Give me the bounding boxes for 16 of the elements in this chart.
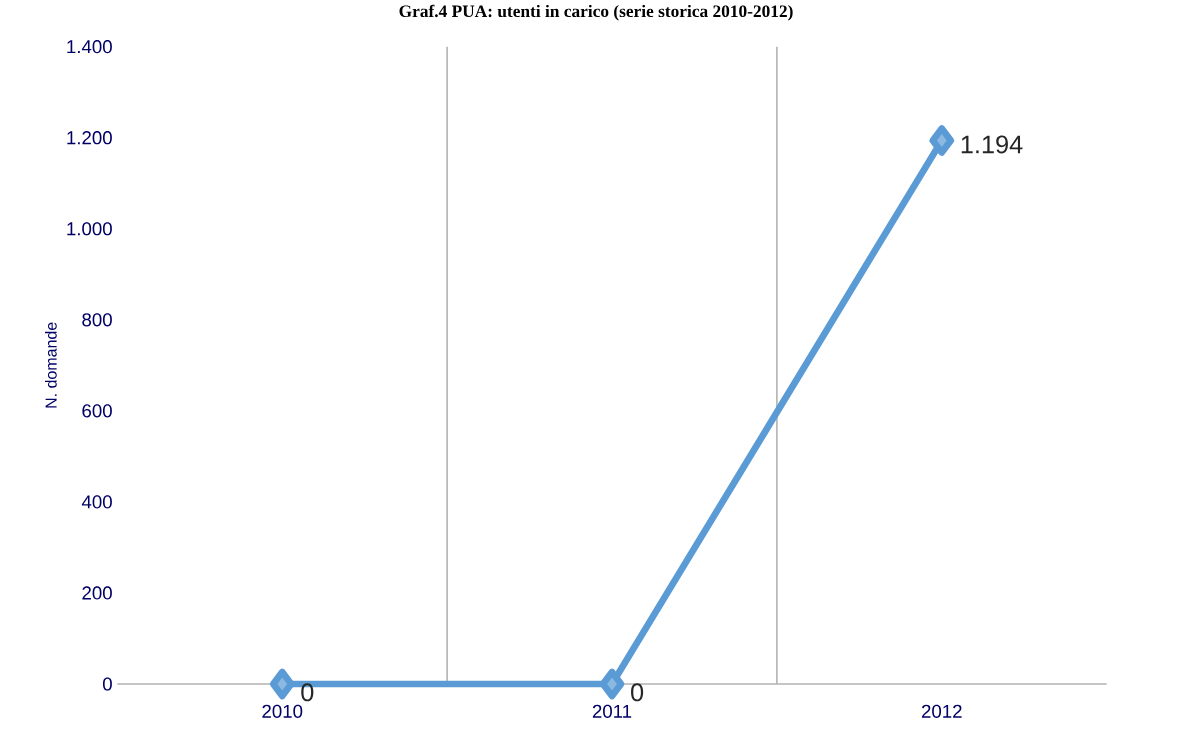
x-tick-label: 2012 [921,704,962,718]
y-tick-label: 1.000 [67,222,112,236]
x-tick-label: 2011 [592,704,632,718]
x-tick-label: 2010 [262,704,303,718]
y-axis-title: N. domande [45,322,57,408]
chart-title: Graf.4 PUA: utenti in carico (serie storica 2010-2012) [399,4,793,21]
data-label: 1.194 [961,135,1023,154]
data-label: 0 [631,683,644,702]
y-tick-label: 800 [82,313,112,327]
data-label: 0 [301,683,314,702]
y-tick-label: 400 [81,495,112,509]
y-tick-label: 1.400 [67,40,112,54]
y-tick-label: 600 [82,404,112,418]
y-tick-label: 200 [82,586,112,600]
y-tick-label: 0 [102,677,112,691]
y-tick-label: 1.200 [67,131,112,145]
